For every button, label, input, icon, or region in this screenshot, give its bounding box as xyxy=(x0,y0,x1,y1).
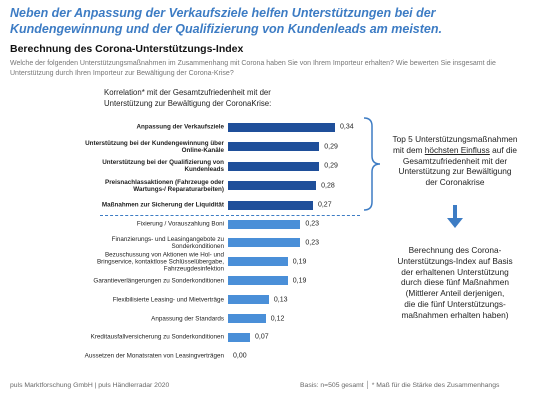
title-line: Neben der Anpassung der Verkaufsziele he… xyxy=(10,6,436,20)
chart-title: Unterstützung zur Bewältigung der Corona… xyxy=(104,99,272,108)
category-label: Unterstützung bei der Qualifizierung von… xyxy=(102,159,224,173)
category-label: Kreditausfallversicherung zu Sonderkondi… xyxy=(90,333,224,341)
heading: Berechnung des Corona-Unterstützungs-Ind… xyxy=(10,43,244,55)
annotation-line: der Coronakrise xyxy=(425,177,485,188)
subtitle-line: Unterstützung durch Ihren Importeur zur … xyxy=(10,70,234,77)
chart-title: Korrelation* mit der Gesamtzufriedenheit… xyxy=(104,88,271,97)
bar xyxy=(228,161,320,171)
annotation-line: Unterstützung zur Bewältigung xyxy=(398,166,512,177)
value-label: 0,07 xyxy=(255,333,269,341)
annotation-line: Top 5 Unterstützungsmaßnahmen xyxy=(392,134,518,144)
category-label: Fixierung / Vorauszahlung Boni xyxy=(136,220,224,228)
bar xyxy=(228,122,335,132)
bar xyxy=(228,257,288,267)
bar xyxy=(228,238,301,248)
value-label: 0,23 xyxy=(305,220,319,228)
bar xyxy=(228,142,320,151)
annotation-line: die die fünf Unterstützungs- xyxy=(404,298,506,309)
value-label: 0,12 xyxy=(270,315,285,322)
category-label: Garantieverlängerungen zu Sonderkonditio… xyxy=(93,277,224,285)
arrow-head xyxy=(447,218,463,228)
category-label: Unterstützung bei der Kundengewinnung üb… xyxy=(85,139,224,154)
title-line: Kundengewinnung und der Qualifizierung v… xyxy=(10,22,442,36)
value-label: 0,34 xyxy=(340,123,354,131)
annotation-line: Berechnung des Corona- xyxy=(408,245,502,255)
subtitle-line: Welche der folgenden Unterstützungsmaßna… xyxy=(10,60,496,67)
value-label: 0,29 xyxy=(324,162,338,170)
divider xyxy=(100,214,360,216)
bar xyxy=(228,181,317,190)
annotation-line: mit dem höchsten Einfluss auf die xyxy=(365,145,545,156)
value-label: 0,19 xyxy=(292,258,307,266)
bar xyxy=(228,314,266,323)
annotation-line: Unterstützungs-Index auf Basis xyxy=(397,255,513,266)
value-label: 0,23 xyxy=(305,239,319,247)
category-label: Anpassung der Verkaufsziele xyxy=(136,123,225,131)
category-label: Finanzierungs- und Leasingangebote zu So… xyxy=(111,235,224,250)
annotation-line: durch diese fünf Maßnahmen xyxy=(401,277,509,288)
annotation-line: der erhaltenen Unterstützung xyxy=(401,266,509,277)
category-label: Preisnachlassaktionen (Fahrzeuge oder Wa… xyxy=(105,178,224,193)
value-label: 0,29 xyxy=(324,143,338,150)
bar xyxy=(228,295,269,305)
value-label: 0,28 xyxy=(321,182,335,189)
bar xyxy=(228,200,313,210)
value-label: 0,00 xyxy=(233,352,247,360)
category-label: Bezuschussung von Aktionen wie Hol- und … xyxy=(96,251,224,273)
category-label: Aussetzen der Monatsraten von Leasingver… xyxy=(84,352,224,360)
category-label: Anpassung der Standards xyxy=(151,315,224,322)
value-label: 0,13 xyxy=(273,296,288,304)
annotation-bottom: Berechnung des Corona- Unterstützungs-Ind… xyxy=(365,245,545,321)
source: puls Marktforschung GmbH | puls Händlerr… xyxy=(10,382,170,389)
value-label: 0,27 xyxy=(317,201,332,209)
category-label: Flexibilisierte Leasing- und Mietverträg… xyxy=(112,296,224,304)
annotation-line: (Mittlerer Anteil derjenigen, xyxy=(405,288,505,299)
bar xyxy=(228,276,288,286)
annotation-text: mit dem xyxy=(392,144,425,155)
value-label: 0,19 xyxy=(292,277,307,285)
brace xyxy=(363,117,381,211)
annotation-text: auf die xyxy=(489,144,518,155)
bar xyxy=(228,332,251,342)
footnote: Basis: n=505 gesamt │ * Maß für die Stär… xyxy=(300,382,500,389)
annotation-line: Gesamtzufriedenheit mit der xyxy=(402,155,508,166)
annotation-top: Top 5 Unterstützungsmaßnahmen mit dem hö… xyxy=(365,134,545,188)
annotation-emphasis: höchsten Einfluss xyxy=(424,144,490,155)
annotation-line: maßnahmen erhalten haben) xyxy=(401,309,509,320)
bar xyxy=(228,219,301,229)
category-label: Maßnahmen zur Sicherung der Liquidität xyxy=(101,201,224,209)
